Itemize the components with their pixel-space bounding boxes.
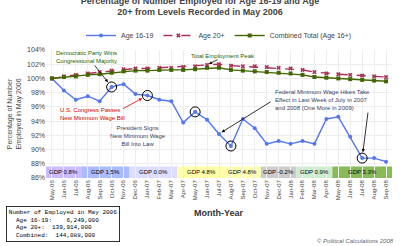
svg-text:Sep-07: Sep-07 [240, 180, 246, 200]
svg-text:Number of Employed in May 2006: Number of Employed in May 2006 Age 16-19… [9, 209, 117, 239]
svg-text:Aug-06: Aug-06 [85, 180, 91, 200]
svg-text:Nov-07: Nov-07 [264, 180, 270, 200]
svg-text:Dec-06: Dec-06 [132, 180, 138, 200]
svg-text:Total Employment Peak: Total Employment Peak [191, 53, 255, 59]
svg-text:GDP 3.3%: GDP 3.3% [348, 169, 377, 175]
svg-text:94%: 94% [31, 118, 45, 125]
svg-text:May-08: May-08 [335, 180, 341, 201]
svg-text:Jul-08: Jul-08 [359, 180, 365, 197]
svg-text:Percentage of NumberEmployed i: Percentage of NumberEmployed in May 2006 [6, 78, 23, 149]
svg-text:© Political Calculations 2008: © Political Calculations 2008 [317, 238, 394, 244]
svg-text:U.S. Congress PassesNew Minimu: U.S. Congress PassesNew Minimum Wage Bil… [60, 107, 125, 121]
svg-text:May-07: May-07 [192, 180, 198, 201]
svg-text:Apr-07: Apr-07 [180, 180, 186, 199]
svg-text:GDP 0.9%: GDP 0.9% [300, 169, 329, 175]
svg-text:Feb-08: Feb-08 [299, 180, 305, 200]
svg-text:Nov-06: Nov-06 [121, 180, 127, 200]
svg-text:Jun-06: Jun-06 [61, 180, 67, 199]
svg-text:Mar-08: Mar-08 [311, 180, 317, 200]
svg-text:Oct-06: Oct-06 [109, 180, 115, 199]
svg-text:GDP 1.5%: GDP 1.5% [91, 169, 120, 175]
svg-text:86%: 86% [31, 174, 45, 181]
svg-text:Jun-08: Jun-08 [347, 180, 353, 199]
svg-text:100%: 100% [27, 75, 45, 82]
svg-text:Jun-07: Jun-07 [204, 180, 210, 199]
svg-text:104%: 104% [27, 46, 45, 53]
svg-text:92%: 92% [31, 132, 45, 139]
svg-text:Aug-07: Aug-07 [228, 180, 234, 200]
svg-text:98%: 98% [31, 89, 45, 96]
svg-text:GDP -0.2%: GDP -0.2% [263, 169, 294, 175]
svg-text:96%: 96% [31, 103, 45, 110]
svg-text:Aug-08: Aug-08 [371, 180, 377, 200]
svg-text:Month-Year: Month-Year [194, 208, 244, 218]
svg-text:Jan-07: Jan-07 [144, 180, 150, 199]
svg-text:102%: 102% [27, 61, 45, 68]
svg-text:Mar-07: Mar-07 [168, 180, 174, 200]
svg-text:Percentage of Number Employed: Percentage of Number Employed for Age 16… [81, 0, 319, 17]
svg-text:Democratic Party WinsCongressi: Democratic Party WinsCongressional Major… [56, 50, 117, 64]
svg-text:Apr-08: Apr-08 [323, 180, 329, 199]
svg-text:Sep-08: Sep-08 [383, 180, 389, 200]
svg-text:Age 20+: Age 20+ [198, 32, 224, 40]
svg-text:90%: 90% [31, 146, 45, 153]
svg-text:GDP 0.8%: GDP 0.8% [49, 169, 78, 175]
svg-text:Oct-07: Oct-07 [252, 180, 258, 199]
svg-text:Feb-07: Feb-07 [156, 180, 162, 200]
svg-text:Sep-06: Sep-06 [97, 180, 103, 200]
svg-text:GDP 4.8%: GDP 4.8% [187, 169, 216, 175]
svg-text:Federal Minimum Wage Hikes Tak: Federal Minimum Wage Hikes TakeEffect in… [275, 89, 370, 111]
svg-text:88%: 88% [31, 160, 45, 167]
svg-text:Jul-06: Jul-06 [73, 180, 79, 197]
svg-text:President SignsNew Minimum Wag: President SignsNew Minimum WageBill Into… [110, 125, 166, 147]
svg-text:GDP 4.8%: GDP 4.8% [228, 169, 257, 175]
svg-text:GDP 0.0%: GDP 0.0% [139, 169, 168, 175]
svg-text:Jul-07: Jul-07 [216, 180, 222, 197]
svg-text:Combined Total (Age 16+): Combined Total (Age 16+) [270, 32, 351, 40]
svg-text:May-06: May-06 [49, 180, 55, 201]
svg-text:Jan-08: Jan-08 [288, 180, 294, 199]
svg-text:Age 16-19: Age 16-19 [121, 32, 153, 40]
svg-text:Dec-07: Dec-07 [276, 180, 282, 200]
